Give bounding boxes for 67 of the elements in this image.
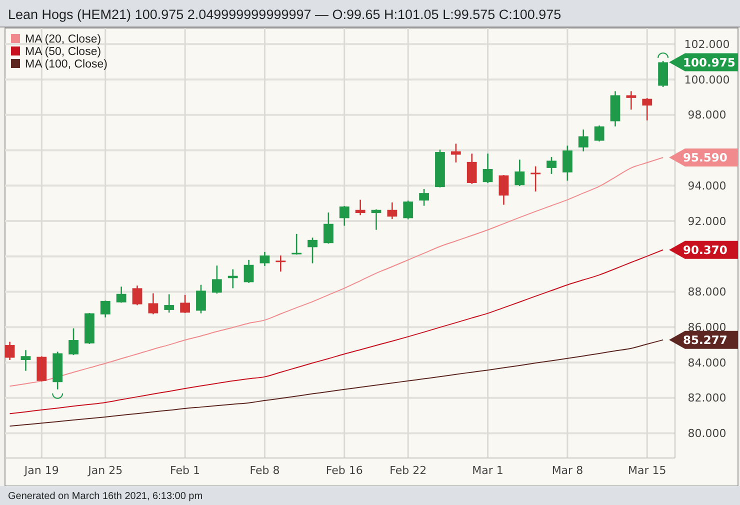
x-tick-label: Feb 22 [390, 464, 427, 477]
candlestick [292, 233, 302, 256]
y-tick-label: 88.000 [688, 286, 726, 299]
y-tick-label: 86.000 [688, 320, 726, 334]
data-label: 95.590 [683, 150, 728, 165]
candlestick [546, 156, 556, 175]
x-tick-label: Jan 19 [23, 464, 59, 477]
line-series [9, 339, 664, 427]
candlestick [100, 300, 110, 318]
y-tick-label: 100.000 [684, 73, 730, 86]
y-tick-label: 92.000 [688, 214, 726, 228]
legend-label: MA (100, Close) [25, 58, 108, 70]
candlestick [244, 259, 254, 284]
x-tick-label: Jan 25 [87, 464, 123, 477]
candlestick [260, 251, 270, 267]
x-tick-label: Feb 8 [250, 464, 280, 477]
candlestick [196, 284, 206, 314]
candlestick [68, 328, 78, 356]
chart-title: Lean Hogs (HEM21) 100.975 2.049999999999997 — O:99.65 H:101.05 L:99.575 C:100.975 [8, 7, 562, 22]
legend-label: MA (20, Close) [25, 34, 102, 46]
data-label: 90.370 [683, 242, 728, 257]
y-tick-label: 82.000 [688, 392, 726, 405]
line-series [9, 157, 664, 387]
candlestick [530, 166, 541, 192]
candlestick [20, 349, 31, 372]
candlestick [148, 292, 158, 315]
candlestick [180, 294, 190, 314]
y-tick-label: 84.000 [688, 356, 726, 370]
legend-label: MA (50, Close) [25, 46, 102, 58]
candlestick [355, 199, 366, 216]
candlestick [419, 188, 429, 206]
y-tick-label: 98.000 [688, 108, 726, 122]
x-tick-label: Feb 16 [326, 464, 363, 477]
candlestick [116, 286, 126, 304]
candlestick [276, 254, 286, 272]
candlestick [466, 152, 477, 185]
candlestick [324, 212, 334, 244]
x-tick-label: Mar 8 [552, 464, 584, 477]
candlestick [642, 97, 652, 122]
x-tick-label: Feb 1 [170, 464, 200, 477]
candlestick [371, 208, 382, 230]
candlestick [339, 205, 350, 226]
data-label: 85.277 [683, 332, 728, 347]
y-tick-label: 94.000 [688, 179, 726, 192]
candlestick [482, 152, 493, 184]
candlestick [562, 145, 572, 182]
candlestick [212, 264, 222, 294]
candlestick [514, 158, 525, 187]
candlestick [403, 200, 414, 220]
candlestick [626, 90, 636, 110]
text: 100.975 [683, 55, 736, 70]
candlestick [450, 143, 461, 164]
y-tick-label: 80.000 [688, 427, 726, 440]
x-tick-label: Mar 1 [472, 464, 504, 477]
x-tick-label: Mar 15 [628, 464, 666, 477]
candlestick [4, 341, 15, 361]
candlestick [498, 174, 509, 206]
candlestick [132, 284, 142, 306]
candlestick [164, 294, 174, 314]
text: Generated on March 16th 2021, 6:13:00 pm [8, 491, 203, 502]
candlestick [387, 202, 398, 220]
y-tick-label: 102.000 [684, 38, 730, 51]
line-series [9, 249, 664, 414]
candlestick [308, 236, 318, 264]
candlestick [658, 60, 668, 88]
candlestick [578, 128, 588, 152]
candlestick [594, 124, 604, 142]
